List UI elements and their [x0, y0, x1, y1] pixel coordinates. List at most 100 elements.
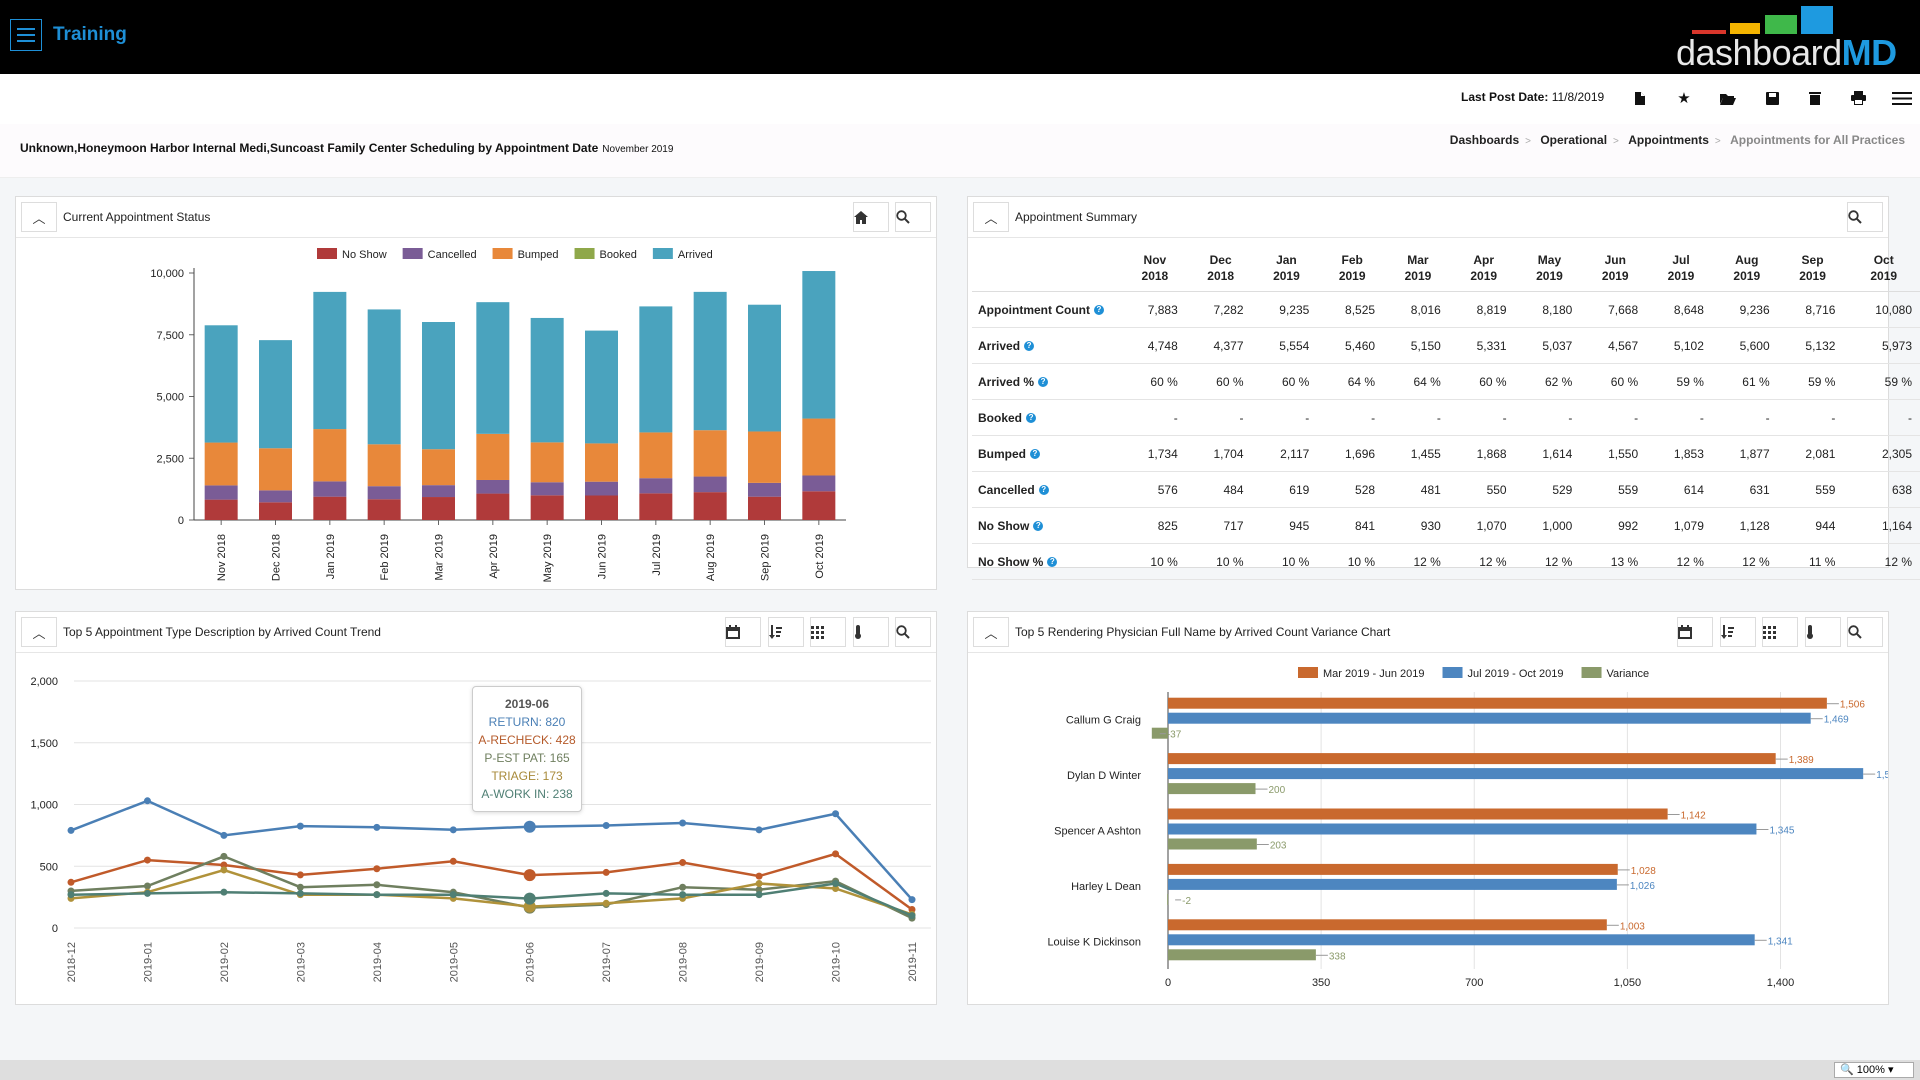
help-icon[interactable]: ?	[1038, 377, 1049, 388]
home-button[interactable]	[853, 202, 889, 232]
zoom-control[interactable]: 🔍 100% ▾	[1834, 1062, 1914, 1078]
toolbar: Last Post Date: 11/8/2019 ★	[0, 74, 1920, 125]
sort-button[interactable]	[768, 617, 804, 647]
search-button[interactable]	[895, 202, 931, 232]
data-point-a-recheck	[143, 856, 151, 864]
grid-view-button[interactable]	[810, 617, 846, 647]
thermometer-button[interactable]	[853, 617, 889, 647]
calendar-button[interactable]	[725, 617, 761, 647]
bar-segment-no-show	[748, 496, 781, 520]
data-point-a-work-in	[679, 891, 687, 899]
help-icon[interactable]: ?	[1033, 521, 1044, 532]
data-point-a-work-in	[832, 880, 840, 888]
bar-mar-2019-jun-2019	[1168, 753, 1776, 765]
folder-open-icon[interactable]	[1716, 86, 1740, 110]
collapse-button[interactable]: ︿	[973, 202, 1009, 232]
panel-header: ︿ Top 5 Rendering Physician Full Name by…	[968, 612, 1888, 653]
help-icon[interactable]: ?	[1047, 557, 1058, 568]
data-point-a-work-in	[908, 912, 916, 920]
column-header-year: 2019	[1601, 269, 1629, 283]
table-cell: 1,550	[1582, 435, 1649, 472]
collapse-button[interactable]: ︿	[973, 617, 1009, 647]
column-header-month: Oct	[1873, 253, 1894, 267]
sort-button[interactable]	[1720, 617, 1756, 647]
data-point-a-recheck	[523, 869, 536, 882]
search-button[interactable]	[1847, 617, 1883, 647]
bar-segment-arrived	[585, 330, 618, 444]
data-point-return	[832, 810, 840, 818]
series-line-triage	[70, 868, 913, 916]
bar-segment-arrived	[802, 271, 836, 419]
data-point-a-recheck	[908, 905, 916, 913]
table-cell: 528	[1319, 471, 1386, 508]
row-label: Booked?	[972, 399, 1122, 436]
data-label: 1,345	[1769, 826, 1794, 837]
collapse-button[interactable]: ︿	[21, 202, 57, 232]
grid-view-button[interactable]	[1762, 617, 1798, 647]
column-header-month: Jun	[1604, 253, 1626, 267]
table-cell: 12 %	[1385, 543, 1451, 580]
column-header: Jul 2019	[1648, 245, 1714, 292]
column-header-month: Apr	[1473, 253, 1495, 267]
data-point-return	[679, 819, 687, 827]
data-point-a-recheck	[220, 861, 228, 869]
data-point-a-work-in	[67, 891, 75, 899]
data-point-triage	[755, 880, 763, 888]
breadcrumb-operational[interactable]: Operational	[1540, 133, 1608, 147]
document-icon[interactable]	[1628, 86, 1652, 110]
page-title: Unknown,Honeymoon Harbor Internal Medi,S…	[20, 141, 674, 155]
search-button[interactable]	[1847, 202, 1883, 232]
help-icon[interactable]: ?	[1038, 485, 1049, 496]
tooltip-line-return: RETURN: 820	[488, 715, 566, 729]
row-label-text: Arrived %	[978, 374, 1035, 389]
data-label: 1,026	[1630, 881, 1655, 892]
row-label-text: Appointment Count	[978, 302, 1090, 317]
table-row: Arrived? 4,748 4,377 5,554 5,460 5,150 5,331 5,…	[972, 327, 1920, 364]
column-header: Sep 2019	[1779, 245, 1846, 292]
data-point-triage	[602, 899, 610, 907]
table-cell: 4,377	[1187, 327, 1254, 364]
column-header-year: 2019	[1733, 269, 1761, 283]
row-label: No Show?	[972, 507, 1122, 544]
help-icon[interactable]: ?	[1030, 449, 1040, 460]
main-menu-icon[interactable]	[10, 19, 42, 51]
help-icon[interactable]: ?	[1024, 341, 1035, 352]
table-cell: 11 %	[1779, 543, 1846, 580]
data-point-p-est-pat	[373, 881, 381, 889]
breadcrumb-dashboards[interactable]: Dashboards	[1449, 133, 1520, 147]
table-cell: 576	[1122, 471, 1188, 508]
table-cell: 1,000	[1516, 507, 1583, 544]
data-label: 1,469	[1824, 715, 1849, 726]
table-cell: 12 %	[1516, 543, 1583, 580]
table-cell: 1,128	[1713, 507, 1780, 544]
row-label-text: Booked	[978, 410, 1023, 425]
breadcrumb-appointments[interactable]: Appointments	[1628, 133, 1709, 147]
bar-segment-no-show	[802, 491, 836, 520]
search-button[interactable]	[895, 617, 931, 647]
table-cell: -	[1122, 399, 1188, 436]
table-cell: -	[1450, 399, 1517, 436]
column-header: Jan 2019	[1253, 245, 1320, 292]
calendar-button[interactable]	[1677, 617, 1713, 647]
data-point-a-work-in	[755, 891, 763, 899]
table-cell: 60 %	[1582, 363, 1649, 400]
legend-item-jul-2019-oct-2019: Jul 2019 - Oct 2019	[1442, 667, 1564, 680]
x-tick-label: 2019-09	[754, 942, 766, 982]
save-icon[interactable]	[1760, 86, 1784, 110]
table-cell: -	[1648, 399, 1714, 436]
table-cell: 7,883	[1122, 291, 1188, 328]
data-label: 1,389	[1789, 755, 1814, 766]
thermometer-button[interactable]	[1805, 617, 1841, 647]
help-icon[interactable]: ?	[1093, 305, 1104, 316]
data-point-a-work-in	[449, 891, 457, 899]
y-tick-label: 500	[40, 861, 58, 873]
bar-segment-bumped	[639, 432, 673, 479]
trash-icon[interactable]	[1803, 86, 1827, 110]
print-icon[interactable]	[1846, 86, 1870, 110]
category-label: Dylan D Winter	[1067, 770, 1141, 782]
star-icon[interactable]: ★	[1677, 90, 1691, 107]
table-cell: 13 %	[1582, 543, 1649, 580]
help-icon[interactable]: ?	[1026, 413, 1037, 424]
collapse-button[interactable]: ︿	[21, 617, 57, 647]
menu-icon[interactable]	[1890, 86, 1914, 110]
